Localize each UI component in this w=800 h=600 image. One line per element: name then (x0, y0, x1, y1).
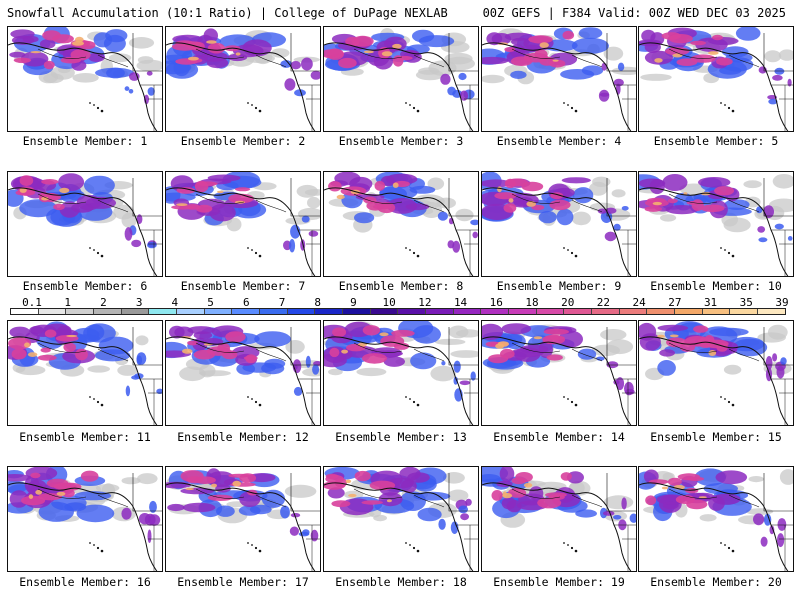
ensemble-member-label: Ensemble Member: 11 (19, 430, 151, 444)
color-scale-tick-label: 18 (525, 296, 539, 309)
ensemble-member-label: Ensemble Member: 9 (496, 279, 622, 293)
color-scale-swatch (287, 309, 316, 314)
ensemble-member-label: Ensemble Member: 2 (180, 134, 306, 148)
color-scale-tick-label: 35 (739, 296, 753, 309)
color-scale-swatch (149, 309, 178, 314)
model-run-info: 00Z GEFS | F384 Valid: 00Z WED DEC 03 20… (482, 6, 786, 20)
color-scale-labels: 0.1 1 2 3 4 5 6 7 8 9 10 12 14 16 18 20 22 24 27 31 35 39 (10, 296, 789, 310)
ensemble-map-panel (638, 171, 794, 277)
color-scale-tick-label: 3 (135, 296, 143, 309)
ensemble-member-label: Ensemble Member: 17 (177, 575, 309, 589)
ensemble-member-label: Ensemble Member: 4 (496, 134, 622, 148)
color-scale-tick-label: 8 (314, 296, 322, 309)
ensemble-map-panel (165, 320, 321, 426)
color-scale-swatch (453, 309, 482, 314)
ensemble-map-panel (165, 26, 321, 132)
ensemble-member-label: Ensemble Member: 1 (22, 134, 148, 148)
color-scale-tick-label: 27 (668, 296, 682, 309)
color-scale-swatch (702, 309, 731, 314)
color-scale-swatch (592, 309, 620, 314)
ensemble-map-panel (323, 171, 479, 277)
ensemble-member-label: Ensemble Member: 5 (653, 134, 779, 148)
ensemble-map-panel (481, 466, 637, 572)
ensemble-member-label: Ensemble Member: 14 (493, 430, 625, 444)
color-scale-tick-label: 14 (453, 296, 468, 309)
ensemble-member-label: Ensemble Member: 19 (493, 575, 625, 589)
color-scale-swatch (564, 309, 593, 314)
color-scale-swatch (260, 309, 288, 314)
color-scale-swatch (619, 309, 648, 314)
ensemble-map-panel (638, 466, 794, 572)
color-scale-swatch (94, 309, 122, 314)
ensemble-map-panel (165, 171, 321, 277)
color-scale-tick-label: 9 (350, 296, 357, 309)
ensemble-map-panel (481, 26, 637, 132)
ensemble-member-label: Ensemble Member: 20 (650, 575, 782, 589)
ensemble-map-panel (638, 26, 794, 132)
color-scale-swatch (675, 309, 703, 314)
map-title: Snowfall Accumulation (10:1 Ratio) | Col… (7, 6, 448, 20)
color-scale-swatch (66, 309, 95, 314)
color-scale-tick-label: 12 (418, 296, 432, 309)
color-scale-swatch (38, 309, 67, 314)
color-scale-tick-label: 1 (64, 296, 72, 309)
color-scale-swatch (647, 309, 676, 314)
color-scale-tick-label: 16 (489, 296, 503, 309)
ensemble-map-panel (165, 466, 321, 572)
ensemble-member-label: Ensemble Member: 8 (338, 279, 464, 293)
color-scale-swatch (370, 309, 399, 314)
color-scale-swatch (758, 309, 785, 314)
color-scale-swatch (204, 309, 233, 314)
color-scale-bar (10, 308, 786, 315)
color-scale-tick-label: 31 (703, 296, 718, 309)
ensemble-member-label: Ensemble Member: 7 (180, 279, 306, 293)
ensemble-member-label: Ensemble Member: 13 (335, 430, 467, 444)
ensemble-map-panel (638, 320, 794, 426)
ensemble-map-panel (7, 320, 163, 426)
color-scale-swatch (11, 309, 39, 314)
color-scale-tick-label: 7 (278, 296, 286, 309)
ensemble-map-panel (7, 466, 163, 572)
ensemble-member-label: Ensemble Member: 15 (650, 430, 782, 444)
ensemble-member-label: Ensemble Member: 6 (22, 279, 148, 293)
color-scale-tick-label: 24 (632, 296, 646, 309)
ensemble-map-panel (7, 171, 163, 277)
color-scale-swatch (232, 309, 261, 314)
color-scale-swatch (509, 309, 537, 314)
color-scale-tick-label: 5 (207, 296, 214, 309)
color-scale-swatch (177, 309, 205, 314)
ensemble-member-label: Ensemble Member: 18 (335, 575, 467, 589)
ensemble-map-panel (323, 466, 479, 572)
color-scale-tick-label: 6 (242, 296, 250, 309)
ensemble-member-label: Ensemble Member: 10 (650, 279, 782, 293)
color-scale-tick-label: 2 (100, 296, 107, 309)
color-scale-swatch (426, 309, 454, 314)
ensemble-member-label: Ensemble Member: 12 (177, 430, 309, 444)
ensemble-map-panel (481, 320, 637, 426)
color-scale-swatch (315, 309, 344, 314)
ensemble-member-label: Ensemble Member: 3 (338, 134, 464, 148)
color-scale-swatch (481, 309, 510, 314)
color-scale-swatch (398, 309, 427, 314)
color-scale-tick-label: 10 (382, 296, 396, 309)
color-scale-swatch (730, 309, 759, 314)
ensemble-map-panel (481, 171, 637, 277)
ensemble-member-label: Ensemble Member: 16 (19, 575, 151, 589)
header: Snowfall Accumulation (10:1 Ratio) | Col… (0, 0, 800, 24)
ensemble-map-panel (7, 26, 163, 132)
color-scale-tick-label: 0.1 (22, 296, 42, 309)
ensemble-map-panel (323, 26, 479, 132)
color-scale-tick-label: 22 (596, 296, 611, 309)
color-scale-swatch (536, 309, 565, 314)
color-scale-tick-label: 39 (775, 296, 789, 309)
ensemble-map-panel (323, 320, 479, 426)
color-scale-tick-label: 4 (171, 296, 179, 309)
color-scale-swatch (121, 309, 150, 314)
color-scale-tick-label: 20 (561, 296, 575, 309)
color-scale-swatch (343, 309, 371, 314)
